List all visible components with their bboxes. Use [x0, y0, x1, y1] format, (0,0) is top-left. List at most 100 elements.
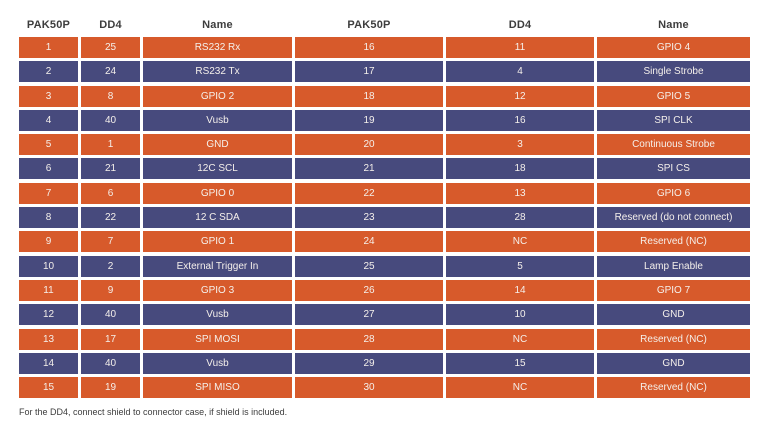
table-cell: Lamp Enable	[597, 255, 750, 277]
pinout-table: 1 25 RS232 Rx 16 11 GPIO 4 2 24 RS232 Tx 17 4 Singl…	[19, 37, 768, 399]
footer-note: For the DD4, connect shield to connector…	[19, 407, 288, 418]
table-cell: Vusb	[143, 304, 292, 326]
table-cell: 10	[19, 255, 78, 277]
table-cell: 3	[446, 134, 594, 156]
table-cell: GPIO 3	[143, 279, 292, 301]
table-cell: GND	[597, 352, 750, 374]
column-header: DD4	[508, 19, 532, 31]
table-cell: SPI MOSI	[143, 328, 292, 350]
table-cell: Reserved (NC)	[597, 231, 750, 253]
table-cell: 12	[446, 85, 594, 107]
table-cell: GPIO 7	[597, 279, 750, 301]
table-cell: 24	[81, 61, 140, 83]
table-cell: 12 C SDA	[143, 207, 292, 229]
table-cell: GPIO 2	[143, 85, 292, 107]
table-cell: 2	[19, 61, 78, 83]
table-cell: 1	[19, 37, 78, 58]
table-cell: 24	[295, 231, 443, 253]
table-cell: Reserved (do not connect)	[597, 207, 750, 229]
column-header: Name	[658, 19, 689, 31]
table-cell: 40	[81, 352, 140, 374]
table-cell: 22	[81, 207, 140, 229]
table-cell: GPIO 6	[597, 182, 750, 204]
table-cell: GND	[143, 134, 292, 156]
table-cell: 28	[446, 207, 594, 229]
table-cell: 30	[295, 377, 443, 399]
table-cell: 18	[446, 158, 594, 180]
table-cell: SPI CS	[597, 158, 750, 180]
table-cell: 8	[19, 207, 78, 229]
table-cell: 9	[19, 231, 78, 253]
table-cell: NC	[446, 377, 594, 399]
table-cell: 40	[81, 109, 140, 131]
table-cell: 10	[446, 304, 594, 326]
table-cell: 27	[295, 304, 443, 326]
table-cell: 5	[446, 255, 594, 277]
table-cell: 12	[19, 304, 78, 326]
table-cell: 5	[19, 134, 78, 156]
table-cell: Reserved (NC)	[597, 328, 750, 350]
table-cell: 9	[81, 279, 140, 301]
table-cell: Vusb	[143, 109, 292, 131]
table-cell: 17	[295, 61, 443, 83]
table-cell: 25	[295, 255, 443, 277]
column-header: PAK50P	[347, 19, 391, 31]
table-cell: 12C SCL	[143, 158, 292, 180]
table-cell: 22	[295, 182, 443, 204]
table-cell: 18	[295, 85, 443, 107]
table-cell: 21	[81, 158, 140, 180]
table-cell: 25	[81, 37, 140, 58]
table-cell: Vusb	[143, 352, 292, 374]
table-cell: 28	[295, 328, 443, 350]
table-cell: 15	[446, 352, 594, 374]
table-cell: 1	[81, 134, 140, 156]
table-cell: 16	[295, 37, 443, 58]
table-cell: 19	[295, 109, 443, 131]
table-cell: 29	[295, 352, 443, 374]
table-cell: 13	[446, 182, 594, 204]
table-cell: 20	[295, 134, 443, 156]
table-cell: External Trigger In	[143, 255, 292, 277]
table-cell: 15	[19, 377, 78, 399]
table-header-row: PAK50P DD4 Name PAK50P DD4 Name	[19, 17, 768, 33]
table-cell: GPIO 0	[143, 182, 292, 204]
table-cell: 3	[19, 85, 78, 107]
table-cell: 2	[81, 255, 140, 277]
table-cell: 4	[446, 61, 594, 83]
table-cell: 16	[446, 109, 594, 131]
column-header: PAK50P	[26, 19, 71, 31]
table-cell: 11	[446, 37, 594, 58]
table-cell: 26	[295, 279, 443, 301]
table-cell: SPI MISO	[143, 377, 292, 399]
column-header: Name	[202, 19, 233, 31]
table-cell: Reserved (NC)	[597, 377, 750, 399]
table-cell: RS232 Tx	[143, 61, 292, 83]
table-cell: 23	[295, 207, 443, 229]
table-cell: 40	[81, 304, 140, 326]
column-header: DD4	[99, 19, 122, 31]
table-cell: 21	[295, 158, 443, 180]
table-cell: 11	[19, 279, 78, 301]
table-cell: 14	[446, 279, 594, 301]
table-cell: GPIO 1	[143, 231, 292, 253]
table-cell: GND	[597, 304, 750, 326]
table-cell: 4	[19, 109, 78, 131]
table-cell: 8	[81, 85, 140, 107]
table-cell: NC	[446, 328, 594, 350]
table-cell: RS232 Rx	[143, 37, 292, 58]
table-cell: Single Strobe	[597, 61, 750, 83]
table-cell: 17	[81, 328, 140, 350]
table-cell: GPIO 5	[597, 85, 750, 107]
table-cell: 7	[19, 182, 78, 204]
table-cell: 6	[81, 182, 140, 204]
table-cell: NC	[446, 231, 594, 253]
table-cell: 14	[19, 352, 78, 374]
table-cell: 6	[19, 158, 78, 180]
table-cell: 19	[81, 377, 140, 399]
table-cell: SPI CLK	[597, 109, 750, 131]
table-cell: 7	[81, 231, 140, 253]
table-cell: 13	[19, 328, 78, 350]
table-cell: Continuous Strobe	[597, 134, 750, 156]
table-cell: GPIO 4	[597, 37, 750, 58]
